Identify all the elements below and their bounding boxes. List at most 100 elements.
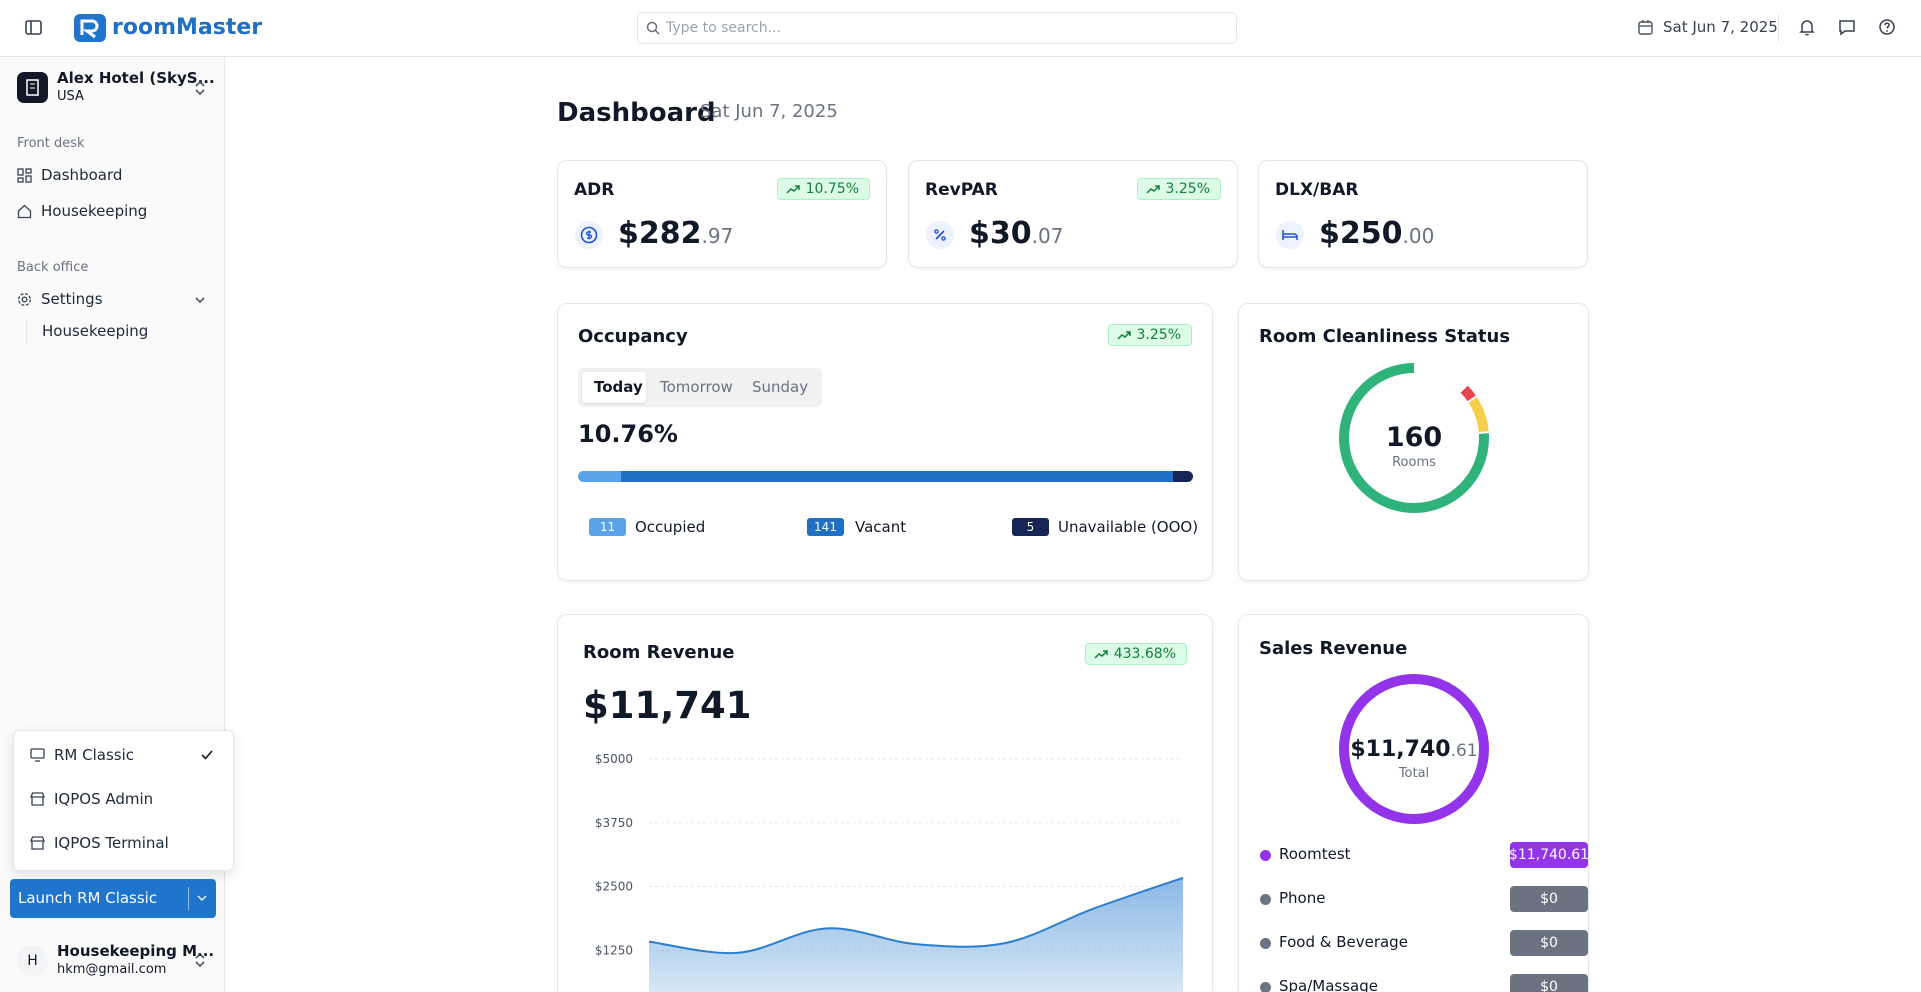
item-name: Food & Beverage bbox=[1279, 933, 1408, 951]
sales-total: $11,740.61 bbox=[1334, 737, 1494, 762]
search-icon bbox=[646, 21, 660, 35]
occupancy-segment bbox=[621, 471, 1174, 482]
sales-total-cents: .61 bbox=[1450, 741, 1478, 761]
launch-label: Launch RM Classic bbox=[18, 889, 158, 907]
item-value: $0 bbox=[1510, 886, 1588, 912]
nav-item[interactable]: Settings bbox=[41, 290, 103, 308]
change-value: 3.25% bbox=[1165, 181, 1210, 197]
kpi-whole: $30 bbox=[969, 216, 1032, 251]
dashboard-icon bbox=[17, 168, 32, 183]
launch-button[interactable]: Launch RM Classic bbox=[10, 879, 216, 918]
user-menu[interactable] bbox=[194, 952, 206, 968]
app-item[interactable]: RM Classic bbox=[54, 746, 135, 764]
change-value: 3.25% bbox=[1136, 327, 1181, 343]
hotel-country: USA bbox=[57, 89, 84, 104]
kpi-card: ADR 10.75% $282.97 bbox=[557, 160, 887, 268]
monitor-icon bbox=[30, 748, 45, 762]
occupancy-bar bbox=[578, 471, 1193, 482]
settings-icon bbox=[18, 293, 31, 306]
hotel-icon bbox=[17, 72, 48, 103]
kpi-card: DLX/BAR $250.00 bbox=[1258, 160, 1588, 268]
avatar: H bbox=[17, 945, 48, 976]
kpi-icon bbox=[575, 221, 603, 249]
y-tick-label: $5000 bbox=[595, 752, 633, 766]
legend-count: 11 bbox=[589, 518, 626, 536]
y-tick-label: $2500 bbox=[595, 880, 633, 894]
kpi-label: DLX/BAR bbox=[1275, 180, 1359, 200]
legend-label: Unavailable (OOO) bbox=[1058, 518, 1199, 536]
help-icon[interactable] bbox=[1878, 18, 1896, 36]
change-badge: 10.75% bbox=[776, 178, 870, 200]
app-menu bbox=[13, 730, 234, 871]
launch-chevron[interactable] bbox=[197, 894, 207, 902]
kpi-icon bbox=[1276, 221, 1304, 249]
donut-segment bbox=[1339, 363, 1489, 513]
check-icon bbox=[201, 750, 213, 760]
change-badge: 3.25% bbox=[1136, 178, 1221, 200]
change-badge: 3.25% bbox=[1107, 324, 1192, 346]
kpi-label: ADR bbox=[574, 180, 615, 200]
occupancy-segment bbox=[578, 471, 622, 482]
page-title: Dashboard bbox=[557, 98, 716, 128]
app-item[interactable]: IQPOS Terminal bbox=[54, 834, 169, 852]
change-value: 433.68% bbox=[1113, 646, 1176, 662]
kpi-whole: $250 bbox=[1319, 216, 1403, 251]
tab[interactable]: Sunday bbox=[752, 378, 809, 396]
donut-segment bbox=[1339, 674, 1489, 824]
top-bar: roomMaster Type to search... Sat Jun 7, … bbox=[0, 0, 1921, 57]
legend-count: 5 bbox=[1012, 518, 1049, 536]
kpi-value: $250.00 bbox=[1319, 219, 1434, 249]
y-tick-label: $3750 bbox=[595, 816, 633, 830]
legend-label: Occupied bbox=[635, 518, 706, 536]
user-name[interactable]: Housekeeping M... bbox=[57, 942, 215, 960]
legend-dot bbox=[1260, 938, 1271, 949]
nav-item[interactable]: Housekeeping bbox=[41, 202, 148, 220]
legend-dot bbox=[1260, 894, 1271, 905]
item-name: Roomtest bbox=[1279, 845, 1351, 863]
rooms-unit: Rooms bbox=[1392, 455, 1436, 470]
top-date[interactable]: Sat Jun 7, 2025 bbox=[1663, 18, 1778, 36]
nav-subitem[interactable]: Housekeeping bbox=[42, 322, 149, 340]
tab[interactable]: Today bbox=[594, 378, 643, 396]
store-icon bbox=[30, 836, 45, 850]
kpi-label: RevPAR bbox=[925, 180, 998, 200]
sales-total-whole: $11,740 bbox=[1350, 737, 1451, 762]
sidebar-toggle[interactable] bbox=[25, 19, 43, 37]
active-tab-bg bbox=[582, 372, 646, 403]
store-icon bbox=[30, 792, 45, 806]
user-email: hkm@gmail.com bbox=[57, 962, 167, 977]
tab-group: Today Tomorrow Sunday bbox=[578, 368, 822, 407]
calendar-icon bbox=[1638, 20, 1653, 35]
search-box[interactable]: Type to search... bbox=[637, 12, 1237, 44]
home-icon bbox=[17, 204, 32, 219]
cleanliness-donut bbox=[1339, 363, 1489, 513]
area-line bbox=[648, 876, 1184, 955]
messages-icon[interactable] bbox=[1838, 18, 1856, 36]
hotel-switcher[interactable] bbox=[194, 80, 206, 96]
tree-line bbox=[26, 318, 27, 346]
notifications-icon[interactable] bbox=[1798, 18, 1816, 36]
cleanliness-card: Room Cleanliness Status 160 Rooms bbox=[1238, 303, 1589, 581]
app-item[interactable]: IQPOS Admin bbox=[54, 790, 154, 808]
card-title: Occupancy bbox=[578, 326, 688, 347]
kpi-icon bbox=[926, 221, 954, 249]
revenue-chart: $1250 $2500 $3750 $5000 bbox=[595, 752, 1184, 992]
sales-total-label: Total bbox=[1398, 766, 1430, 781]
tab[interactable]: Tomorrow bbox=[660, 378, 733, 396]
item-value: $0 bbox=[1510, 974, 1588, 992]
rooms-total: 160 bbox=[1385, 422, 1443, 453]
kpi-value: $282.97 bbox=[618, 219, 733, 249]
kpi-cents: .97 bbox=[701, 224, 734, 248]
kpi-cents: .00 bbox=[1402, 224, 1435, 248]
nav-item[interactable]: Dashboard bbox=[41, 166, 123, 184]
avatar-initial: H bbox=[27, 952, 38, 969]
section-title: Front desk bbox=[17, 136, 85, 151]
sales-donut bbox=[1339, 674, 1489, 824]
item-value: $0 bbox=[1510, 930, 1588, 956]
kpi-value: $30.07 bbox=[969, 219, 1063, 249]
hotel-name[interactable]: Alex Hotel (SkyS... bbox=[57, 69, 215, 87]
expand-chevron[interactable] bbox=[194, 295, 206, 305]
occupancy-card: Occupancy 3.25% Today Tomorrow Sunday 10… bbox=[557, 303, 1213, 581]
kpi-whole: $282 bbox=[618, 216, 702, 251]
